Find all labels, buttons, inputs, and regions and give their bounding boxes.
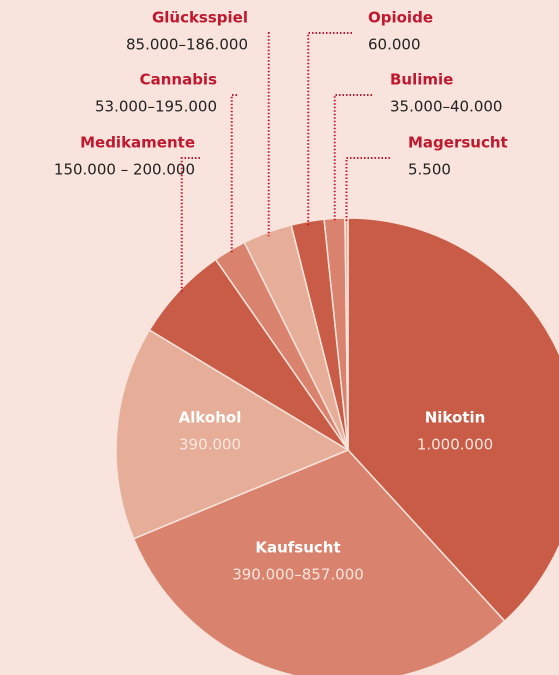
slice-name: Cannabis	[140, 71, 217, 89]
leader-line	[267, 32, 270, 237]
pie-slice	[344, 217, 349, 451]
slice-value: 390.000–857.000	[232, 566, 364, 584]
slice-name: Alkohol	[179, 409, 242, 427]
slice-value: 390.000	[179, 436, 241, 454]
slice-value: 150.000 – 200.000	[54, 161, 195, 179]
slice-name: Magersucht	[408, 134, 508, 152]
pie-slice	[132, 449, 506, 675]
slice-value: 53.000–195.000	[95, 98, 217, 116]
slice-name: Kaufsucht	[255, 539, 340, 557]
slice-name: Medikamente	[80, 134, 195, 152]
leader-line	[230, 94, 237, 254]
slice-name: Nikotin	[425, 409, 486, 427]
slice-value: 5.500	[408, 161, 451, 179]
slice-value: 60.000	[368, 36, 421, 54]
slice-value: 85.000–186.000	[126, 36, 248, 54]
leader-line	[307, 32, 352, 226]
leader-line	[180, 157, 200, 294]
pie-slice	[347, 217, 559, 623]
slice-value: 35.000–40.000	[390, 98, 502, 116]
slice-name: Bulimie	[390, 71, 453, 89]
slice-value: 1.000.000	[417, 436, 493, 454]
slice-name: Glücksspiel	[152, 9, 248, 27]
leader-line	[345, 157, 390, 223]
pie-slice	[115, 328, 350, 540]
slice-name: Opioide	[368, 9, 433, 27]
leader-line	[333, 94, 372, 223]
